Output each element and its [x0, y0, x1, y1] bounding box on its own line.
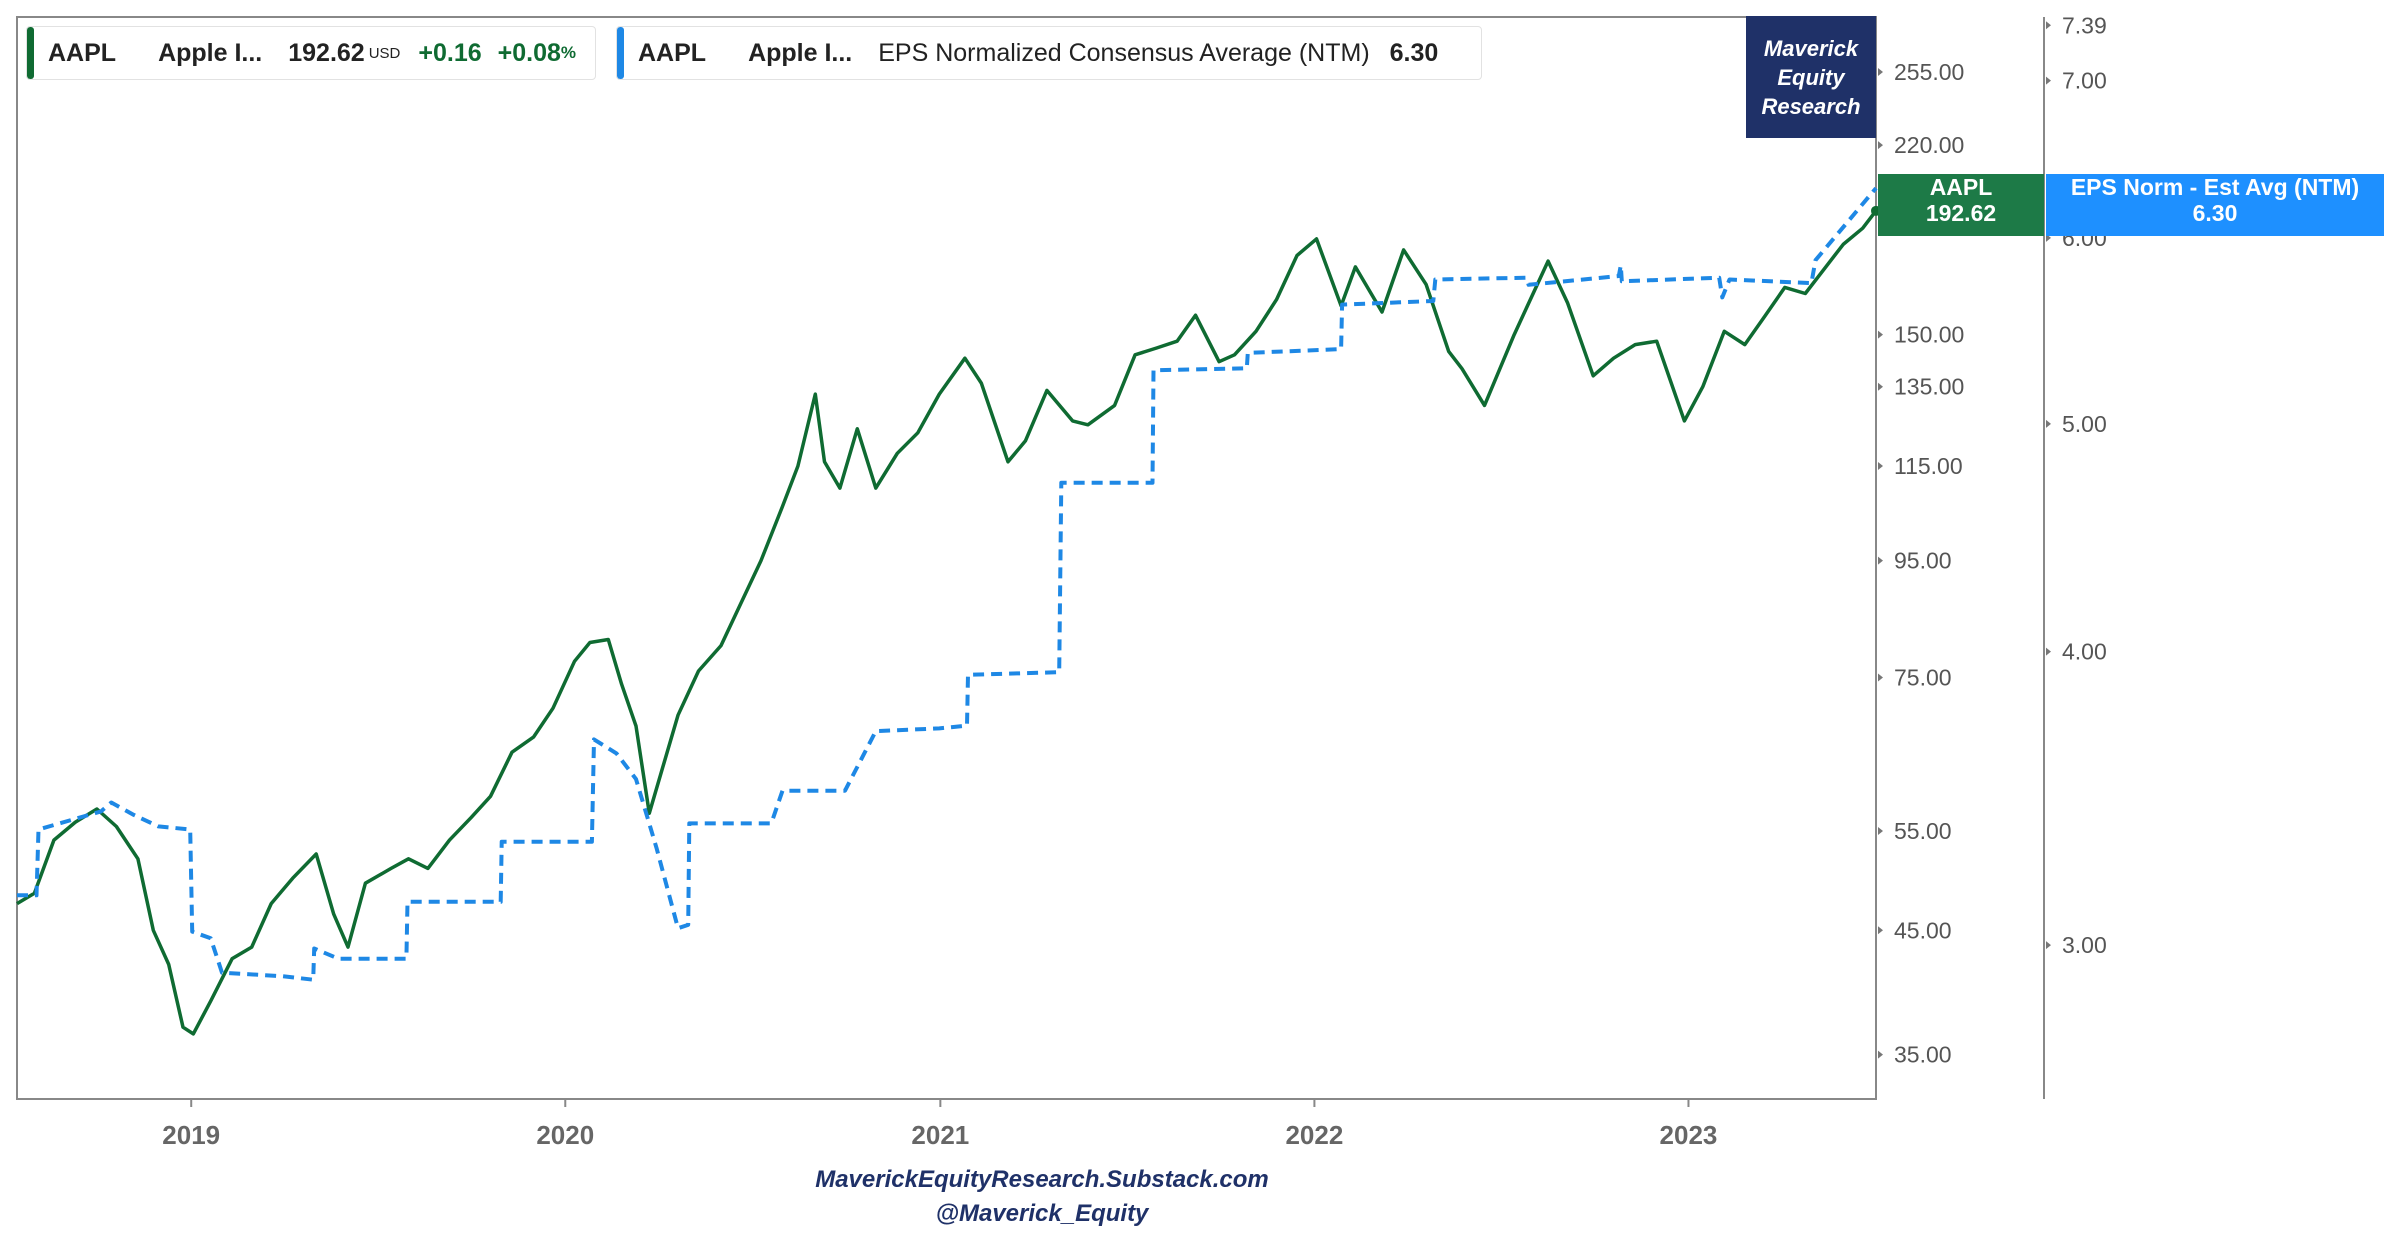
price-flag-ticker: AAPL	[1929, 174, 1993, 200]
x-tick-label: 2019	[162, 1120, 220, 1150]
legend-eps-name: Apple I...	[748, 38, 853, 67]
legend-eps-metric: EPS Normalized Consensus Average (NTM)	[878, 38, 1370, 67]
right-y-tick-mark	[2046, 21, 2051, 30]
footer-handle: @Maverick_Equity	[935, 1200, 1149, 1227]
brand-line-2: Equity	[1777, 64, 1845, 90]
left-y-tick-mark	[1878, 1050, 1883, 1059]
left-y-tick-mark	[1878, 926, 1883, 935]
left-y-tick-label: 255.00	[1894, 59, 1964, 85]
series-layer	[16, 186, 1881, 1036]
left-y-tick-label: 220.00	[1894, 132, 1964, 158]
legend-eps-value: 6.30	[1389, 38, 1439, 67]
legend-price[interactable]: AAPL Apple I... 192.62 USD +0.16 +0.08 %	[26, 26, 596, 80]
left-y-tick-label: 35.00	[1894, 1042, 1952, 1068]
legend-price-swatch	[27, 27, 34, 79]
left-y-tick-label: 45.00	[1894, 917, 1952, 943]
right-y-tick-label: 5.00	[2062, 411, 2107, 437]
legend-price-change: +0.16	[418, 38, 482, 67]
right-y-tick-label: 7.39	[2062, 12, 2107, 38]
price-flag-value: 192.62	[1925, 200, 1997, 226]
right-y-axis: 3.004.005.006.007.007.39	[2046, 12, 2107, 958]
left-y-tick-label: 115.00	[1894, 453, 1963, 479]
legend-eps[interactable]: AAPL Apple I... EPS Normalized Consensus…	[616, 26, 1482, 80]
legend-price-ticker: AAPL	[48, 38, 117, 67]
plot-area-frame	[16, 16, 1877, 1100]
right-y-tick-label: 7.00	[2062, 68, 2107, 94]
legend-price-currency: USD	[368, 44, 401, 62]
brand-line-1: Maverick	[1763, 35, 1859, 61]
legend-eps-swatch	[617, 27, 624, 79]
left-y-tick-label: 75.00	[1894, 665, 1952, 691]
right-y-tick-mark	[2046, 647, 2051, 656]
legend-price-value: 192.62	[288, 38, 365, 67]
price-value-flag: AAPL 192.62	[1878, 174, 2044, 236]
x-tick-label: 2020	[536, 1120, 594, 1150]
right-y-tick-mark	[2046, 76, 2051, 85]
right-y-tick-label: 3.00	[2062, 932, 2107, 958]
left-y-axis: 35.00 45.00 55.00 75.00 95.00 115.00 135.00 150…	[1878, 59, 1964, 1068]
eps-flag-label: EPS Norm - Est Avg (NTM)	[2070, 174, 2360, 200]
right-y-tick-mark	[2046, 419, 2051, 428]
right-y-tick-label: 4.00	[2062, 639, 2107, 665]
left-y-tick-mark	[1878, 827, 1883, 836]
x-tick-label: 2021	[911, 1120, 969, 1150]
left-y-tick-label: 135.00	[1894, 374, 1964, 400]
legend-eps-ticker: AAPL	[638, 38, 707, 67]
price-line	[16, 209, 1878, 1036]
left-y-tick-label: 150.00	[1894, 322, 1964, 348]
x-tick-label: 2023	[1660, 1120, 1718, 1150]
right-y-tick-mark	[2046, 941, 2051, 950]
brand-line-3: Research	[1761, 93, 1861, 119]
eps-estimate-line	[17, 186, 1878, 982]
legend-price-name: Apple I...	[158, 38, 263, 67]
legend-price-pct-sign: %	[560, 43, 577, 62]
eps-flag-value: 6.30	[2192, 200, 2238, 226]
x-tick-label: 2022	[1285, 1120, 1343, 1150]
eps-value-flag: EPS Norm - Est Avg (NTM) 6.30	[2046, 174, 2384, 236]
footer-site: MaverickEquityResearch.Substack.com	[815, 1166, 1269, 1193]
left-y-tick-label: 95.00	[1894, 548, 1952, 574]
left-y-tick-mark	[1878, 68, 1883, 77]
left-y-tick-mark	[1878, 462, 1883, 471]
x-axis: 2019 2020 2021 2022 2023	[162, 1099, 1717, 1150]
left-y-tick-mark	[1878, 556, 1883, 565]
left-y-tick-label: 55.00	[1894, 818, 1952, 844]
left-y-tick-mark	[1878, 330, 1883, 339]
left-y-tick-mark	[1878, 141, 1883, 150]
left-y-tick-mark	[1878, 382, 1883, 391]
left-y-tick-mark	[1878, 673, 1883, 682]
legend-price-change-pct: +0.08	[497, 38, 561, 67]
brand-logo: Maverick Equity Research	[1746, 16, 1876, 138]
